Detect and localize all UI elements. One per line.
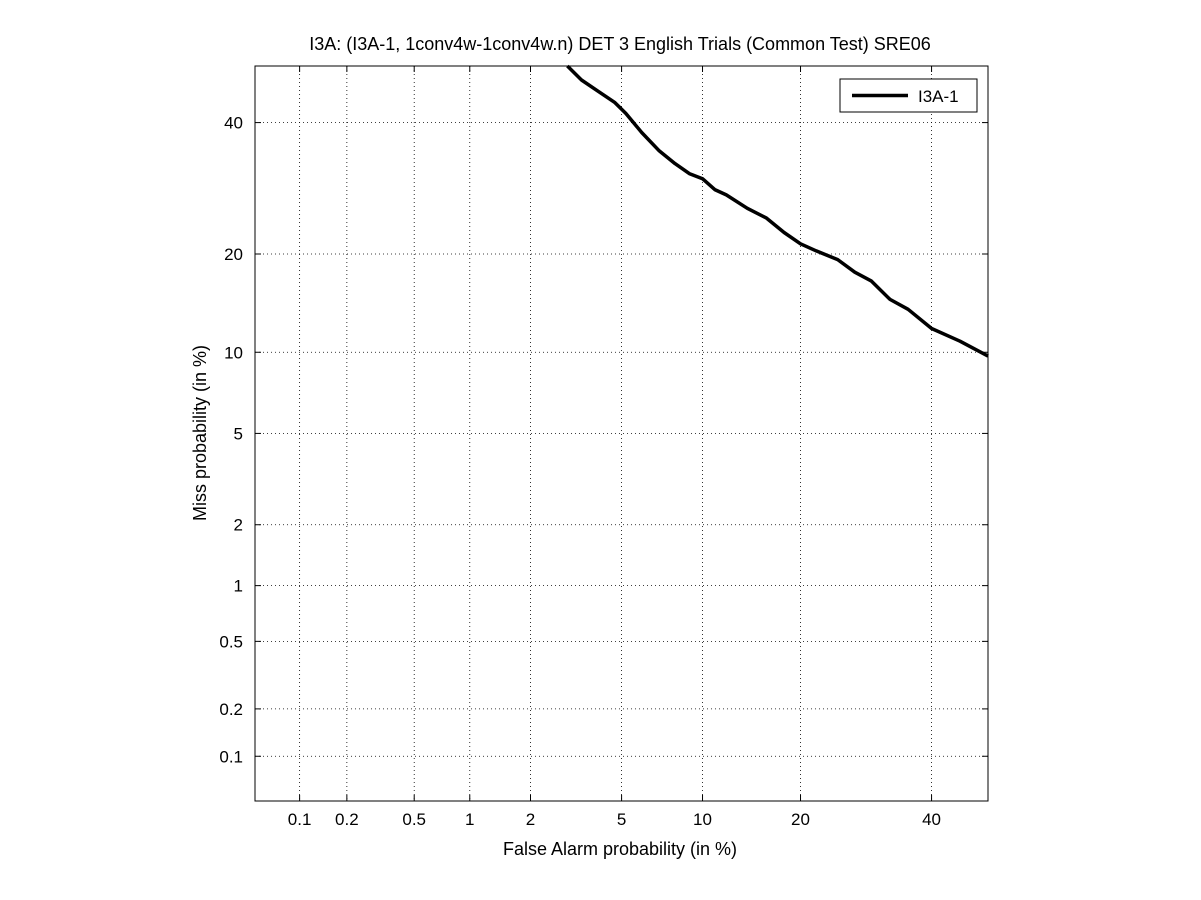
y-tick-label: 10 bbox=[224, 343, 243, 362]
y-tick-label: 40 bbox=[224, 114, 243, 133]
y-tick-label: 0.2 bbox=[219, 700, 243, 719]
series-line-i3a-1 bbox=[566, 64, 989, 358]
x-axis-label: False Alarm probability (in %) bbox=[503, 839, 737, 859]
x-tick-label: 0.5 bbox=[402, 810, 426, 829]
x-tick-label: 10 bbox=[693, 810, 712, 829]
x-tick-label: 5 bbox=[617, 810, 626, 829]
y-tick-label: 20 bbox=[224, 245, 243, 264]
y-axis-label: Miss probability (in %) bbox=[190, 345, 210, 521]
x-tick-label: 0.1 bbox=[288, 810, 312, 829]
x-tick-label: 2 bbox=[526, 810, 535, 829]
legend-label-i3a-1: I3A-1 bbox=[918, 87, 959, 106]
x-tick-label: 1 bbox=[465, 810, 474, 829]
axis-ticks: 0.1 0.2 0.5 1 2 5 10 20 40 0.1 0.2 0.5 1 2 5 10 20 40 bbox=[219, 66, 988, 829]
grid-lines bbox=[255, 66, 988, 801]
x-tick-label: 20 bbox=[791, 810, 810, 829]
chart-title: I3A: (I3A-1, 1conv4w-1conv4w.n) DET 3 En… bbox=[309, 34, 931, 54]
y-tick-label: 0.1 bbox=[219, 747, 243, 766]
x-tick-label: 0.2 bbox=[335, 810, 359, 829]
y-tick-label: 2 bbox=[234, 516, 243, 535]
series-layer bbox=[566, 64, 989, 358]
x-tick-label: 40 bbox=[922, 810, 941, 829]
legend: I3A-1 bbox=[839, 78, 978, 113]
y-tick-label: 0.5 bbox=[219, 632, 243, 651]
y-tick-label: 1 bbox=[234, 577, 243, 596]
y-tick-label: 5 bbox=[234, 424, 243, 443]
